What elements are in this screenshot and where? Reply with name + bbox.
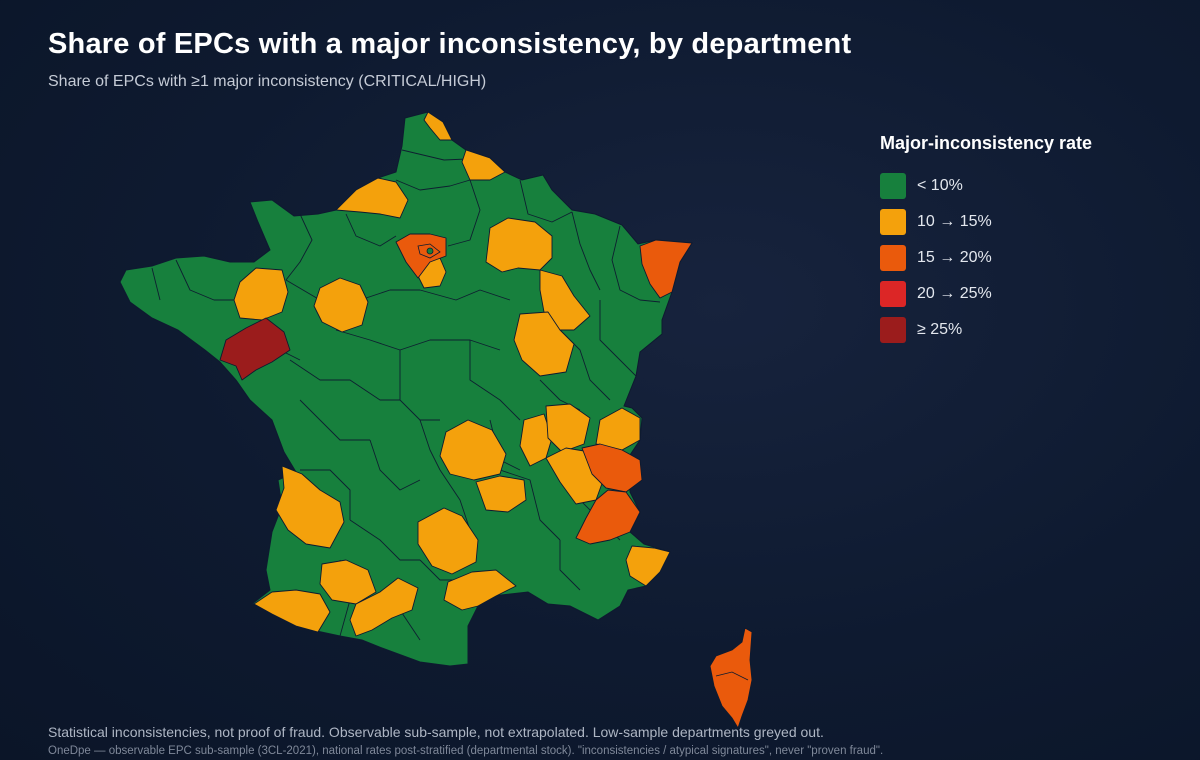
legend-swatch (880, 173, 906, 199)
legend-item-under-10: < 10% (880, 168, 1160, 204)
dept-34 (443, 569, 517, 611)
footer-note: Statistical inconsistencies, not proof o… (48, 724, 824, 740)
dept-63 (439, 419, 507, 481)
page-title: Share of EPCs with a major inconsistency… (48, 28, 852, 60)
dept-10 (539, 269, 591, 331)
dept-05 (575, 489, 641, 545)
dept-74 (595, 407, 641, 451)
dept-06 (625, 545, 671, 587)
legend-title: Major-inconsistency rate (880, 133, 1093, 153)
departments-25-plus (219, 317, 291, 381)
dept-21 (513, 311, 575, 377)
legend-swatch (880, 317, 906, 343)
legend-label: ≥ 25% (917, 321, 963, 338)
legend-item-15-20: 15 → 20% (880, 240, 1160, 276)
legend-label: 15 → 20% (917, 249, 992, 266)
legend: Major-inconsistency rate < 10% 10 → 15% … (880, 133, 1160, 348)
legend-swatch (880, 245, 906, 271)
legend-label: < 10% (917, 177, 963, 194)
dept-67 (639, 239, 693, 299)
dept-2A-2B (709, 627, 753, 729)
legend-swatch (880, 209, 906, 235)
dept-08 (461, 149, 506, 181)
legend-item-10-15: 10 → 15% (880, 204, 1160, 240)
legend-label: 20 → 25% (917, 285, 992, 302)
departments-10-15 (233, 111, 671, 637)
page-subtitle: Share of EPCs with ≥1 major inconsistenc… (48, 73, 487, 90)
legend-item-20-25: 20 → 25% (880, 276, 1160, 312)
dept-01 (545, 403, 591, 453)
dept-44 (219, 317, 291, 381)
dept-33 (275, 465, 345, 549)
legend-label: 10 → 15% (917, 213, 992, 230)
dept-76 (335, 177, 409, 219)
dept-12 (417, 507, 479, 575)
dept-51 (485, 217, 553, 273)
dept-64 (253, 589, 331, 633)
detail-borders (417, 243, 749, 681)
dept-28 (313, 277, 369, 333)
legend-item-25-plus: ≥ 25% (880, 312, 1160, 348)
dept-62 (423, 111, 453, 141)
footer-source: OneDpe — observable EPC sub-sample (3CL-… (48, 745, 884, 757)
dept-31 (349, 577, 419, 637)
legend-swatch (880, 281, 906, 307)
dept-35 (233, 267, 289, 321)
dept-95 (395, 233, 447, 279)
dept-73 (581, 443, 643, 493)
departments-15-20 (395, 233, 753, 729)
dept-43 (475, 475, 527, 513)
dept-47 (319, 559, 377, 605)
